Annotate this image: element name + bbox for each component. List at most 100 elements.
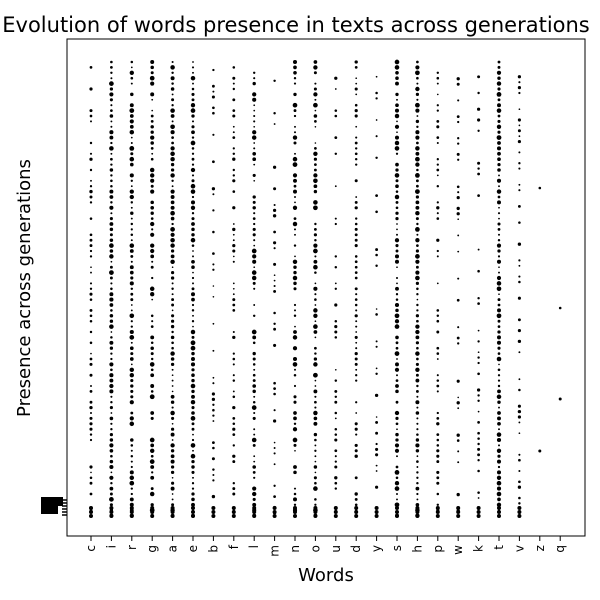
data-point bbox=[273, 343, 277, 347]
data-point bbox=[130, 454, 134, 458]
data-point bbox=[436, 120, 440, 123]
data-point bbox=[191, 233, 195, 237]
data-point bbox=[354, 298, 358, 301]
data-point bbox=[416, 455, 419, 458]
data-point bbox=[212, 209, 215, 212]
data-point bbox=[232, 239, 235, 242]
data-point bbox=[232, 298, 236, 302]
data-point bbox=[476, 510, 481, 514]
data-point bbox=[129, 416, 134, 421]
data-point bbox=[498, 217, 500, 220]
data-point bbox=[355, 374, 358, 377]
data-point bbox=[109, 443, 114, 448]
column-p bbox=[435, 71, 440, 518]
data-point bbox=[191, 179, 195, 183]
data-point bbox=[477, 447, 481, 451]
data-point bbox=[294, 201, 296, 204]
data-point bbox=[292, 135, 298, 140]
data-point bbox=[252, 314, 256, 318]
data-point bbox=[497, 98, 501, 102]
data-point bbox=[231, 514, 236, 518]
data-point bbox=[191, 114, 195, 118]
data-point bbox=[253, 142, 256, 144]
data-point bbox=[416, 466, 419, 468]
data-point bbox=[149, 362, 155, 367]
data-point bbox=[150, 314, 154, 318]
data-point bbox=[394, 302, 400, 308]
data-point bbox=[334, 400, 338, 404]
column-i bbox=[109, 60, 114, 518]
data-point bbox=[313, 362, 318, 367]
data-point bbox=[395, 514, 399, 518]
data-point bbox=[273, 392, 276, 396]
data-point bbox=[293, 314, 297, 318]
data-point bbox=[110, 412, 113, 414]
data-point bbox=[457, 450, 460, 453]
data-point bbox=[415, 259, 420, 264]
data-point bbox=[89, 287, 93, 290]
data-point bbox=[416, 287, 419, 291]
data-point bbox=[253, 114, 256, 118]
data-point bbox=[436, 438, 440, 442]
data-point bbox=[293, 217, 297, 220]
data-point bbox=[130, 320, 133, 323]
data-point bbox=[518, 189, 521, 192]
data-point bbox=[191, 482, 195, 485]
data-point bbox=[334, 152, 338, 156]
data-point bbox=[90, 120, 92, 123]
data-point bbox=[110, 120, 113, 123]
data-point bbox=[232, 125, 235, 128]
data-point bbox=[415, 400, 420, 405]
data-point bbox=[212, 133, 215, 136]
data-point bbox=[190, 205, 196, 210]
data-point bbox=[497, 168, 501, 172]
data-point bbox=[191, 510, 195, 514]
data-point bbox=[394, 319, 400, 324]
data-point bbox=[253, 304, 256, 306]
x-tick-label-p: p bbox=[431, 545, 445, 553]
data-point bbox=[415, 70, 420, 76]
data-point bbox=[334, 287, 337, 290]
data-point bbox=[415, 173, 420, 178]
column-u bbox=[333, 76, 338, 518]
data-point bbox=[130, 492, 133, 496]
data-point bbox=[191, 292, 195, 297]
data-point bbox=[253, 147, 256, 150]
data-point bbox=[110, 336, 113, 339]
data-point bbox=[110, 260, 113, 263]
data-point bbox=[232, 335, 236, 340]
data-point bbox=[375, 97, 378, 100]
data-point bbox=[130, 76, 134, 80]
data-point bbox=[517, 75, 522, 79]
data-point bbox=[394, 259, 400, 264]
data-point bbox=[497, 222, 501, 226]
data-point bbox=[129, 497, 134, 502]
data-point bbox=[497, 162, 501, 167]
data-point bbox=[394, 448, 400, 453]
data-point bbox=[457, 277, 460, 280]
data-point bbox=[496, 124, 502, 129]
data-point bbox=[354, 147, 358, 150]
data-point bbox=[90, 266, 92, 269]
data-point bbox=[109, 292, 114, 297]
data-point bbox=[191, 163, 195, 166]
data-point bbox=[354, 276, 358, 280]
data-point bbox=[436, 255, 439, 258]
data-point bbox=[89, 233, 93, 237]
data-point bbox=[313, 324, 318, 329]
data-point bbox=[395, 211, 399, 215]
data-point bbox=[110, 471, 113, 474]
data-point bbox=[192, 71, 194, 74]
data-point bbox=[477, 297, 480, 300]
data-point bbox=[110, 287, 113, 291]
data-point bbox=[273, 495, 276, 498]
data-point bbox=[272, 506, 277, 510]
data-point bbox=[130, 136, 133, 139]
data-point bbox=[375, 420, 379, 424]
data-point bbox=[232, 492, 236, 496]
data-point bbox=[149, 448, 155, 454]
data-point bbox=[354, 227, 358, 231]
column-w bbox=[456, 77, 461, 518]
data-point bbox=[334, 411, 338, 415]
data-point bbox=[171, 298, 175, 302]
